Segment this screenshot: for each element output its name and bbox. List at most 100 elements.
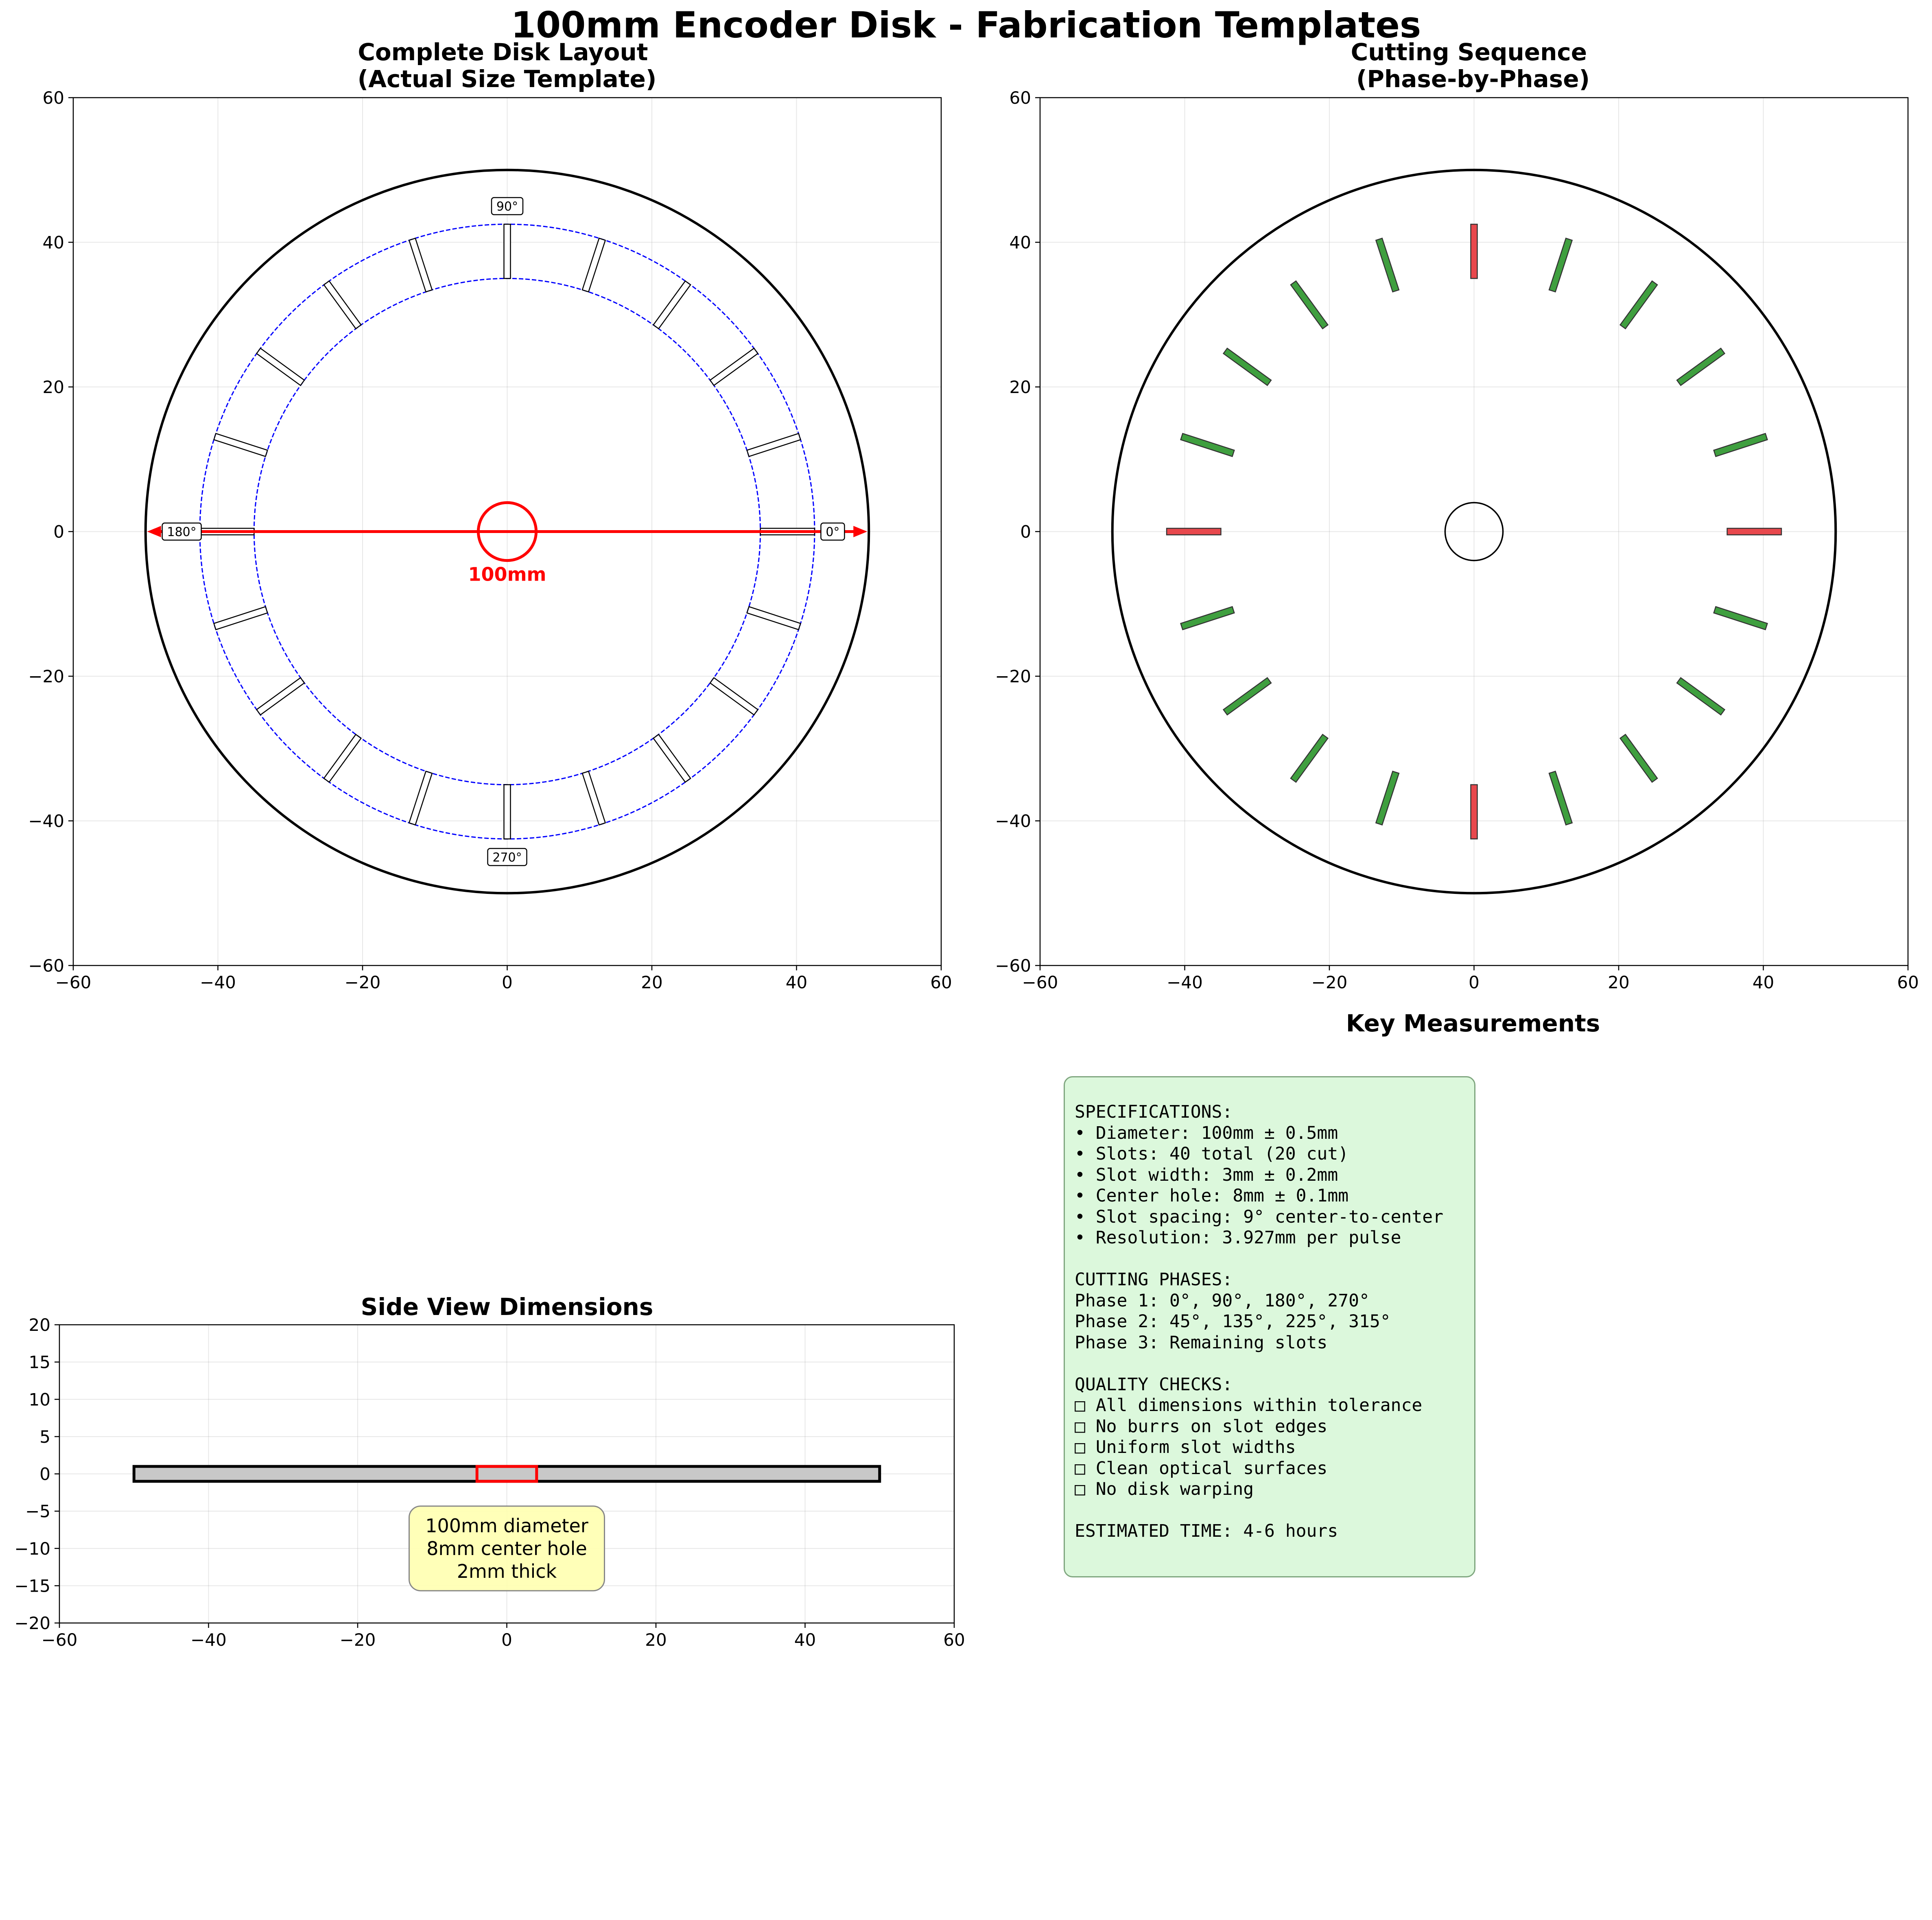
diameter-arrow-left-head — [147, 526, 161, 537]
p1-ytick-label: 40 — [43, 233, 64, 253]
p2-xtick-label: 60 — [1897, 972, 1919, 992]
p2-ytick-label: 20 — [1010, 377, 1031, 397]
p1-xtick-label: 40 — [786, 972, 807, 992]
disk-outline — [144, 168, 870, 895]
side-view-note-box — [409, 1505, 605, 1592]
cutting-sequence-panel: Cutting Sequence (Phase-by-Phase) −60 −40… — [995, 38, 1919, 992]
angle-label-90: 90° — [496, 200, 518, 214]
angle-label-0: 0° — [826, 525, 839, 540]
p3-ytick-label: −20 — [14, 1613, 50, 1633]
p2-ytick-label: 60 — [1010, 88, 1031, 108]
p3-xtick-label: −60 — [42, 1630, 78, 1650]
p2-plot-area — [1111, 168, 1837, 895]
phase-3-slots — [1180, 238, 1768, 826]
p2-xtick-label: 20 — [1608, 972, 1629, 992]
phase-1-slot-180 — [1166, 528, 1222, 535]
p3-ticks: −60 −40 −20 0 20 40 60 −20 −15 −10 −5 0 5 10 15 20 — [14, 1315, 965, 1650]
slot-324 — [709, 677, 759, 716]
phase-3-slot-342 — [1713, 606, 1768, 631]
key-measurements-box: SPECIFICATIONS: • Diameter: 100mm ± 0.5m… — [1064, 1076, 1475, 1577]
phase-1-slot-0 — [1727, 528, 1782, 535]
complete-disk-layout-title: Complete Disk Layout (Actual Size Templa… — [358, 38, 657, 93]
side-view-note-line: 2mm thick — [457, 1560, 557, 1582]
slot-234 — [323, 734, 362, 783]
p2-ytick-label: −40 — [995, 811, 1031, 831]
p1-ytick-label: −20 — [28, 666, 64, 686]
p3-ytick-label: 10 — [29, 1389, 50, 1409]
complete-disk-layout-title-line-1: Complete Disk Layout — [358, 38, 648, 66]
p1-plot-area: 100mm 0° 90° 180° 270° — [144, 168, 870, 895]
p3-ytick-label: 0 — [39, 1464, 50, 1484]
phase-3-slot-108 — [1375, 238, 1400, 293]
p2-frame — [1039, 97, 1909, 966]
p3-ytick-label: 20 — [29, 1315, 50, 1335]
side-view-dimensions-title: Side View Dimensions — [361, 1293, 653, 1321]
p1-ytick-label: 0 — [53, 522, 64, 542]
p3-ytick-label: 15 — [29, 1352, 50, 1372]
diameter-label: 100mm — [468, 563, 546, 585]
slot-288 — [581, 771, 606, 826]
slot-342 — [746, 606, 801, 631]
slot-144 — [256, 347, 305, 387]
phase-3-slot-162 — [1180, 432, 1235, 457]
phase-3-slot-306 — [1619, 734, 1658, 783]
phase-3-slot-252 — [1375, 771, 1400, 826]
phase-3-slot-54 — [1619, 280, 1658, 330]
phase-3-slot-18 — [1713, 432, 1768, 457]
slot-126 — [323, 280, 362, 330]
p3-xtick-label: 60 — [943, 1630, 965, 1650]
p2-ytick-label: 0 — [1020, 522, 1031, 542]
p3-ytick-label: 5 — [39, 1427, 50, 1447]
cutting-sequence-title: Cutting Sequence (Phase-by-Phase) — [1351, 38, 1595, 93]
phase-3-slot-126 — [1290, 280, 1329, 330]
p1-frame — [72, 97, 942, 966]
p1-ytick-label: −60 — [28, 956, 64, 976]
slot-162 — [213, 432, 268, 457]
figure-title: 100mm Encoder Disk - Fabrication Templat… — [511, 4, 1421, 46]
p3-xtick-label: 20 — [645, 1630, 667, 1650]
side-view-dimensions-panel: Side View Dimensions −60 −40 −20 0 20 40 60 −20… — [14, 1293, 965, 1650]
p3-ytick-label: −10 — [14, 1539, 50, 1559]
slot-36 — [709, 347, 759, 387]
angle-label-box-0 — [820, 522, 845, 541]
disk-side-profile — [132, 1465, 881, 1483]
slot-group — [199, 223, 815, 840]
p3-xtick-label: 40 — [794, 1630, 816, 1650]
phase-3-slot-36 — [1676, 347, 1726, 387]
cutting-sequence-title-line-2: (Phase-by-Phase) — [1356, 65, 1590, 93]
p2-xtick-label: 40 — [1753, 972, 1774, 992]
p1-ytick-label: −40 — [28, 811, 64, 831]
slot-18 — [746, 432, 801, 457]
p2-ticks: −60 −40 −20 0 20 40 60 −60 −40 −20 0 20 40 60 — [995, 88, 1919, 992]
angle-label-box-90 — [491, 197, 524, 215]
complete-disk-layout-title-line-2: (Actual Size Template) — [358, 65, 657, 93]
phase-3-slot-234 — [1290, 734, 1329, 783]
slot-216 — [256, 677, 305, 716]
p1-xtick-label: 20 — [641, 972, 662, 992]
p3-xtick-label: −20 — [340, 1630, 376, 1650]
p3-xtick-label: −40 — [190, 1630, 227, 1650]
p2-xtick-label: −20 — [1311, 972, 1348, 992]
side-view-note-line: 8mm center hole — [426, 1538, 587, 1560]
diameter-arrow-right-head — [853, 526, 868, 537]
p1-xtick-label: 0 — [502, 972, 513, 992]
phase-3-slot-198 — [1180, 606, 1235, 631]
disk-outline — [1111, 168, 1837, 895]
phase-3-slot-324 — [1676, 677, 1726, 716]
p3-frame — [59, 1324, 955, 1624]
phase-1-slot-90 — [1470, 223, 1478, 279]
slot-198 — [213, 606, 268, 631]
center-hole-profile — [475, 1465, 538, 1483]
p3-ytick-label: −5 — [25, 1501, 50, 1521]
angle-label-180: 180° — [167, 525, 196, 540]
side-view-note-line: 100mm diameter — [425, 1515, 588, 1537]
slot-54 — [652, 280, 691, 330]
p3-xtick-label: 0 — [501, 1630, 512, 1650]
slot-306 — [652, 734, 691, 783]
angle-label-box-270 — [487, 848, 527, 866]
cutting-sequence-title-line-1: Cutting Sequence — [1351, 38, 1587, 66]
p1-xtick-label: 60 — [930, 972, 952, 992]
p1-xtick-label: −40 — [200, 972, 236, 992]
key-measurements-text: SPECIFICATIONS: • Diameter: 100mm ± 0.5m… — [1075, 1102, 1444, 1541]
